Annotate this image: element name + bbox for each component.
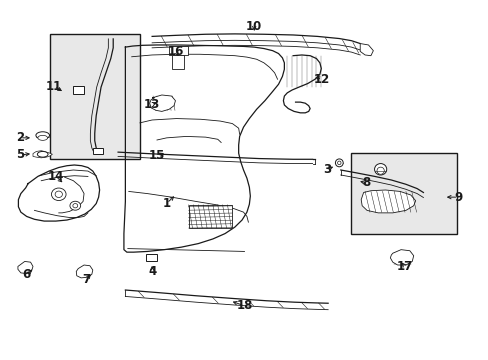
Text: 13: 13	[143, 98, 160, 111]
Text: 2: 2	[16, 131, 24, 144]
Ellipse shape	[55, 191, 62, 198]
Text: 10: 10	[245, 20, 262, 33]
Polygon shape	[361, 190, 415, 213]
Text: 6: 6	[22, 268, 31, 281]
Polygon shape	[149, 95, 175, 111]
Ellipse shape	[37, 152, 48, 157]
Bar	[146, 254, 157, 261]
Bar	[50, 33, 140, 158]
Text: 7: 7	[82, 273, 90, 286]
Text: 1: 1	[163, 197, 170, 210]
Text: 17: 17	[396, 260, 412, 273]
Bar	[171, 55, 183, 69]
Text: 5: 5	[16, 148, 24, 162]
Polygon shape	[76, 265, 93, 278]
Ellipse shape	[376, 167, 384, 174]
Polygon shape	[33, 151, 52, 158]
Ellipse shape	[36, 132, 49, 139]
Text: 8: 8	[361, 176, 369, 189]
Text: 14: 14	[47, 170, 64, 183]
Text: 9: 9	[453, 191, 462, 204]
Bar	[169, 46, 187, 55]
Ellipse shape	[38, 135, 47, 140]
Text: 15: 15	[148, 149, 165, 162]
Text: 12: 12	[313, 73, 330, 86]
Polygon shape	[389, 249, 413, 265]
Ellipse shape	[51, 188, 66, 201]
Text: 11: 11	[46, 80, 62, 93]
Polygon shape	[360, 44, 372, 56]
Bar	[73, 86, 84, 94]
Ellipse shape	[335, 159, 343, 167]
Text: 4: 4	[148, 265, 156, 278]
Ellipse shape	[70, 201, 81, 210]
Ellipse shape	[73, 203, 78, 208]
Polygon shape	[18, 261, 33, 274]
Ellipse shape	[337, 161, 340, 165]
Bar	[93, 148, 102, 154]
Text: 16: 16	[167, 45, 183, 58]
Ellipse shape	[374, 163, 386, 175]
Bar	[188, 205, 232, 228]
Text: 3: 3	[323, 163, 330, 176]
Bar	[351, 153, 457, 234]
Text: 18: 18	[236, 299, 252, 312]
